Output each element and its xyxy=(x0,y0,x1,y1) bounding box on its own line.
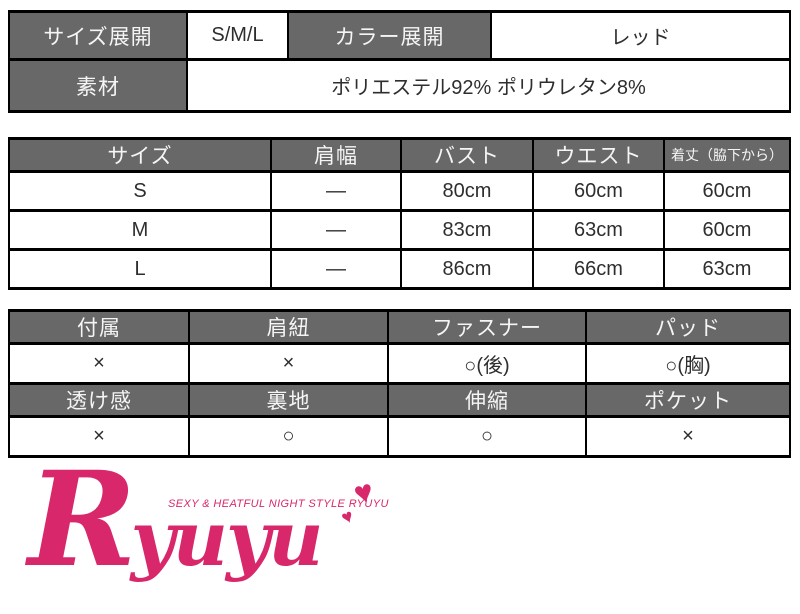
table-row: 素材 ポリエステル92% ポリウレタン8% xyxy=(8,58,791,113)
size-cell: S xyxy=(8,170,272,212)
color-range-label: カラー展開 xyxy=(287,10,492,61)
strap-value: × xyxy=(188,342,389,385)
size-range-label: サイズ展開 xyxy=(8,10,188,61)
col-header-bust: バスト xyxy=(400,137,534,173)
shoulder-cell: — xyxy=(270,248,402,290)
col-header-pad: パッド xyxy=(585,309,791,345)
col-header-lining: 裏地 xyxy=(188,382,389,418)
product-info-table: サイズ展開 S/M/L カラー展開 レッド 素材 ポリエステル92% ポリウレタ… xyxy=(8,10,791,113)
feature-spec-table: 付属 肩紐 ファスナー パッド × × ○(後) ○(胸) 透け感 裏地 伸縮 … xyxy=(8,309,791,458)
bust-cell: 83cm xyxy=(400,209,534,251)
table-row-size-m: M — 83cm 63cm 60cm xyxy=(8,209,791,251)
table-header-row: 付属 肩紐 ファスナー パッド xyxy=(8,309,791,345)
col-header-accessory: 付属 xyxy=(8,309,190,345)
lining-value: ○ xyxy=(188,415,389,458)
fastener-value: ○(後) xyxy=(387,342,587,385)
col-header-shoulder: 肩幅 xyxy=(270,137,402,173)
size-measurements-table: サイズ 肩幅 バスト ウエスト 着丈（脇下から） S — 80cm 60cm 6… xyxy=(8,137,791,290)
pocket-value: × xyxy=(585,415,791,458)
col-header-length: 着丈（脇下から） xyxy=(663,137,791,173)
product-spec-sheet: { "info_table": { "size_range_label": "サ… xyxy=(8,10,791,600)
col-header-waist: ウエスト xyxy=(532,137,665,173)
waist-cell: 63cm xyxy=(532,209,665,251)
length-cell: 60cm xyxy=(663,209,791,251)
shoulder-cell: — xyxy=(270,209,402,251)
pad-value: ○(胸) xyxy=(585,342,791,385)
table-row: × × ○(後) ○(胸) xyxy=(8,342,791,385)
stretch-value: ○ xyxy=(387,415,587,458)
accessory-value: × xyxy=(8,342,190,385)
col-header-strap: 肩紐 xyxy=(188,309,389,345)
table-header-row: サイズ 肩幅 バスト ウエスト 着丈（脇下から） xyxy=(8,137,791,173)
shoulder-cell: — xyxy=(270,170,402,212)
table-row-size-s: S — 80cm 60cm 60cm xyxy=(8,170,791,212)
brand-logo: Ryuyu SEXY & HEATFUL NIGHT STYLE RYUYU ♥… xyxy=(18,442,438,600)
brand-tagline: SEXY & HEATFUL NIGHT STYLE RYUYU xyxy=(168,498,389,510)
length-cell: 60cm xyxy=(663,170,791,212)
color-range-value: レッド xyxy=(490,10,791,61)
sheerness-value: × xyxy=(8,415,190,458)
table-row: サイズ展開 S/M/L カラー展開 レッド xyxy=(8,10,791,61)
brand-wordmark: Ryuyu xyxy=(28,442,323,596)
bust-cell: 80cm xyxy=(400,170,534,212)
col-header-stretch: 伸縮 xyxy=(387,382,587,418)
bust-cell: 86cm xyxy=(400,248,534,290)
material-value: ポリエステル92% ポリウレタン8% xyxy=(186,58,791,113)
waist-cell: 66cm xyxy=(532,248,665,290)
length-cell: 63cm xyxy=(663,248,791,290)
col-header-pocket: ポケット xyxy=(585,382,791,418)
col-header-size: サイズ xyxy=(8,137,272,173)
size-range-value: S/M/L xyxy=(186,10,289,61)
table-header-row: 透け感 裏地 伸縮 ポケット xyxy=(8,382,791,418)
col-header-fastener: ファスナー xyxy=(387,309,587,345)
waist-cell: 60cm xyxy=(532,170,665,212)
table-row-size-l: L — 86cm 66cm 63cm xyxy=(8,248,791,290)
table-row: × ○ ○ × xyxy=(8,415,791,458)
col-header-sheerness: 透け感 xyxy=(8,382,190,418)
size-cell: M xyxy=(8,209,272,251)
material-label: 素材 xyxy=(8,58,188,113)
size-cell: L xyxy=(8,248,272,290)
